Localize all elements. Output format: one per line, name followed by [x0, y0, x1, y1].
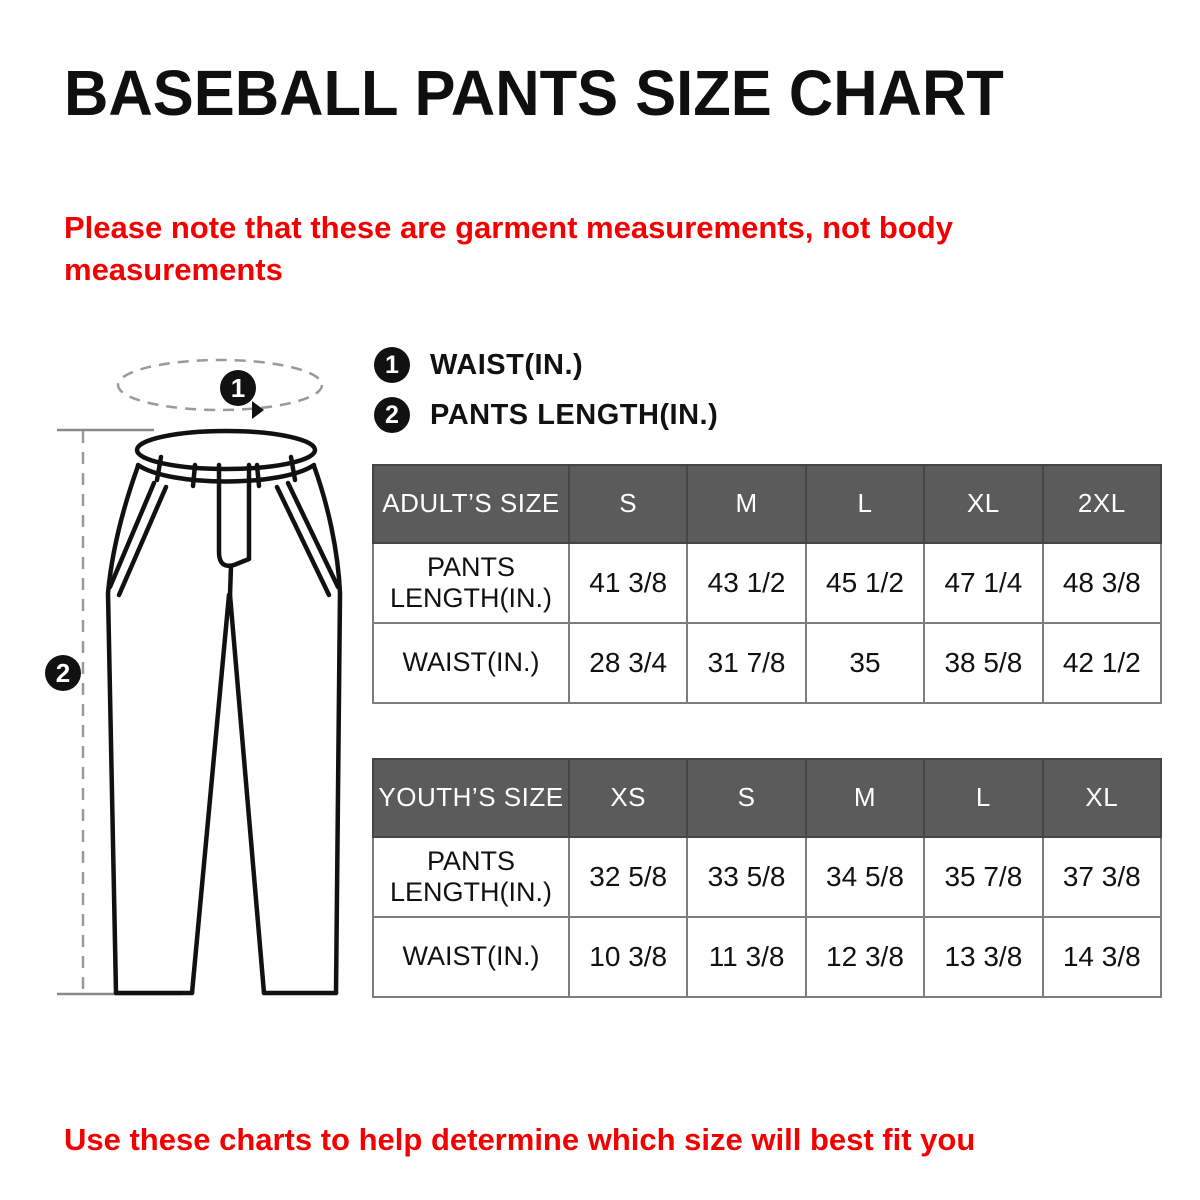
table-cell: 12 3/8: [804, 916, 926, 998]
adult-col-2xl: 2XL: [1041, 464, 1163, 544]
adult-header-row: ADULT’S SIZE S M L XL 2XL: [372, 464, 1163, 544]
table-cell: 45 1/2: [804, 542, 926, 624]
table-cell: 10 3/8: [567, 916, 689, 998]
pants-diagram: 1 2: [45, 358, 343, 997]
legend-label-length: PANTS LENGTH(IN.): [430, 398, 719, 431]
table-cell: 38 5/8: [923, 622, 1044, 704]
measurement-legend: 1 WAIST(IN.) 2 PANTS LENGTH(IN.): [374, 340, 718, 440]
youth-table-title: YOUTH’S SIZE: [372, 758, 570, 838]
table-cell: 41 3/8: [567, 542, 689, 624]
adult-col-m: M: [686, 464, 807, 544]
garment-measurement-note: Please note that these are garment measu…: [64, 210, 953, 287]
marker-2-icon: 2: [374, 397, 410, 433]
youth-col-l: L: [923, 758, 1044, 838]
table-cell: 35: [804, 622, 926, 704]
table-cell: 48 3/8: [1041, 542, 1163, 624]
youth-size-table: YOUTH’S SIZE XS S M L XL PANTS LENGTH(IN…: [372, 758, 1163, 998]
youth-pants-length-row: PANTS LENGTH(IN.) 32 5/8 33 5/8 34 5/8 3…: [372, 836, 1163, 918]
youth-header-row: YOUTH’S SIZE XS S M L XL: [372, 758, 1163, 838]
table-cell: 42 1/2: [1041, 622, 1163, 704]
youth-col-xs: XS: [567, 758, 689, 838]
adult-size-table: ADULT’S SIZE S M L XL 2XL PANTS LENGTH(I…: [372, 464, 1163, 704]
table-cell: 28 3/4: [567, 622, 689, 704]
youth-col-s: S: [686, 758, 807, 838]
waist-measure-ellipse: [116, 358, 324, 412]
page-title: BASEBALL PANTS SIZE CHART: [64, 57, 1004, 129]
row-label: PANTS LENGTH(IN.): [372, 836, 570, 918]
svg-text:1: 1: [231, 373, 245, 403]
table-cell: 14 3/8: [1041, 916, 1163, 998]
table-cell: 32 5/8: [567, 836, 689, 918]
legend-label-waist: WAIST(IN.): [430, 348, 584, 381]
table-cell: 35 7/8: [923, 836, 1044, 918]
youth-col-xl: XL: [1041, 758, 1163, 838]
adult-col-xl: XL: [923, 464, 1044, 544]
row-label: WAIST(IN.): [372, 916, 570, 998]
fit-advice-note: Use these charts to help determine which…: [64, 1122, 976, 1157]
adult-waist-row: WAIST(IN.) 28 3/4 31 7/8 35 38 5/8 42 1/…: [372, 622, 1163, 704]
table-cell: 31 7/8: [686, 622, 807, 704]
legend-item-length: 2 PANTS LENGTH(IN.): [374, 390, 718, 440]
marker-1-icon: 1: [374, 347, 410, 383]
marker-1-badge: 1: [220, 370, 256, 406]
adult-col-l: L: [804, 464, 926, 544]
table-cell: 34 5/8: [804, 836, 926, 918]
table-cell: 13 3/8: [923, 916, 1044, 998]
waist-arrow-icon: [252, 401, 264, 419]
legend-item-waist: 1 WAIST(IN.): [374, 340, 718, 390]
row-label: WAIST(IN.): [372, 622, 570, 704]
adult-pants-length-row: PANTS LENGTH(IN.) 41 3/8 43 1/2 45 1/2 4…: [372, 542, 1163, 624]
table-cell: 47 1/4: [923, 542, 1044, 624]
youth-waist-row: WAIST(IN.) 10 3/8 11 3/8 12 3/8 13 3/8 1…: [372, 916, 1163, 998]
table-cell: 33 5/8: [686, 836, 807, 918]
adult-col-s: S: [567, 464, 689, 544]
table-cell: 11 3/8: [686, 916, 807, 998]
row-label: PANTS LENGTH(IN.): [372, 542, 570, 624]
adult-table-title: ADULT’S SIZE: [372, 464, 570, 544]
table-cell: 43 1/2: [686, 542, 807, 624]
table-cell: 37 3/8: [1041, 836, 1163, 918]
pants-outline: [105, 428, 343, 996]
svg-text:2: 2: [56, 658, 70, 688]
marker-2-badge: 2: [45, 655, 81, 691]
youth-col-m: M: [804, 758, 926, 838]
